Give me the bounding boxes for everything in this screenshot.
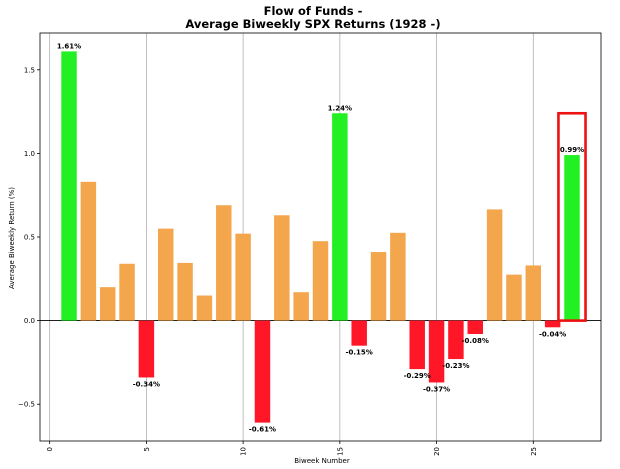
- bars: [61, 51, 587, 423]
- y-tick-label-1: 0.0: [24, 317, 35, 325]
- bar-16: [351, 320, 367, 346]
- bar-17: [370, 252, 387, 321]
- bar-6: [158, 228, 174, 321]
- bar-13: [293, 292, 309, 321]
- bar-1: [61, 51, 77, 321]
- x-tick-label-4: 20: [433, 447, 441, 456]
- highlight-box: [557, 111, 587, 322]
- bar-21: [448, 320, 464, 360]
- bar-15: [332, 113, 348, 321]
- gridlines: [40, 33, 601, 441]
- bar-7: [177, 262, 193, 321]
- data-label-19: -0.29%: [404, 372, 431, 380]
- bar-20: [428, 320, 445, 383]
- y-tick-label-3: 1.0: [24, 150, 35, 158]
- x-tick-label-1: 5: [143, 447, 151, 451]
- plot-area-frame: [39, 32, 602, 442]
- bar-3: [99, 287, 116, 321]
- bar-26: [544, 320, 561, 328]
- y-tick-label-2: 0.5: [24, 234, 35, 242]
- x-tick-label-0: 0: [46, 447, 54, 451]
- data-label-22: -0.08%: [462, 337, 489, 345]
- bar-5: [138, 320, 155, 378]
- bar-12: [274, 215, 290, 321]
- y-tick-label-0: −0.5: [18, 401, 35, 409]
- bar-2: [80, 181, 97, 321]
- x-tick-label-2: 10: [240, 447, 248, 456]
- bar-19: [409, 320, 425, 370]
- data-label-26: -0.04%: [539, 330, 566, 338]
- y-tick-label-4: 1.5: [24, 66, 35, 74]
- chart-title-line2: Average Biweekly SPX Returns (1928 -): [185, 17, 440, 31]
- y-axis-label: Average Biweekly Return (%): [8, 187, 16, 289]
- bar-4: [119, 263, 135, 321]
- x-tick-label-3: 15: [336, 447, 344, 456]
- bar-11: [254, 320, 271, 423]
- bar-25: [525, 265, 542, 321]
- bar-8: [196, 295, 213, 321]
- data-label-15: 1.24%: [328, 104, 352, 112]
- data-label-27: 0.99%: [560, 146, 584, 154]
- x-tick-label-5: 25: [530, 447, 538, 456]
- bar-27: [564, 155, 580, 321]
- bar-9: [216, 205, 232, 321]
- bar-23: [486, 209, 503, 321]
- bar-24: [506, 274, 522, 321]
- y-ticks: −0.5 0.0 0.5 1.0 1.5: [18, 66, 40, 409]
- chart-title-line1: Flow of Funds -: [264, 4, 363, 18]
- data-label-20: -0.37%: [423, 385, 450, 393]
- x-ticks: 0 5 10 15 20 25: [46, 441, 538, 456]
- data-label-21: -0.23%: [442, 362, 469, 370]
- bar-10: [235, 233, 251, 321]
- bar-22: [467, 320, 483, 334]
- data-label-5: -0.34%: [133, 380, 160, 388]
- data-labels: 1.61% -0.34% -0.61% 1.24% -0.15% -0.29% -0.37%…: [57, 42, 584, 433]
- data-label-1: 1.61%: [57, 42, 81, 50]
- x-axis-label: Biweek Number: [294, 457, 350, 465]
- data-label-11: -0.61%: [249, 426, 276, 434]
- bar-14: [312, 241, 329, 321]
- data-label-16: -0.15%: [346, 349, 373, 357]
- bar-18: [390, 232, 406, 321]
